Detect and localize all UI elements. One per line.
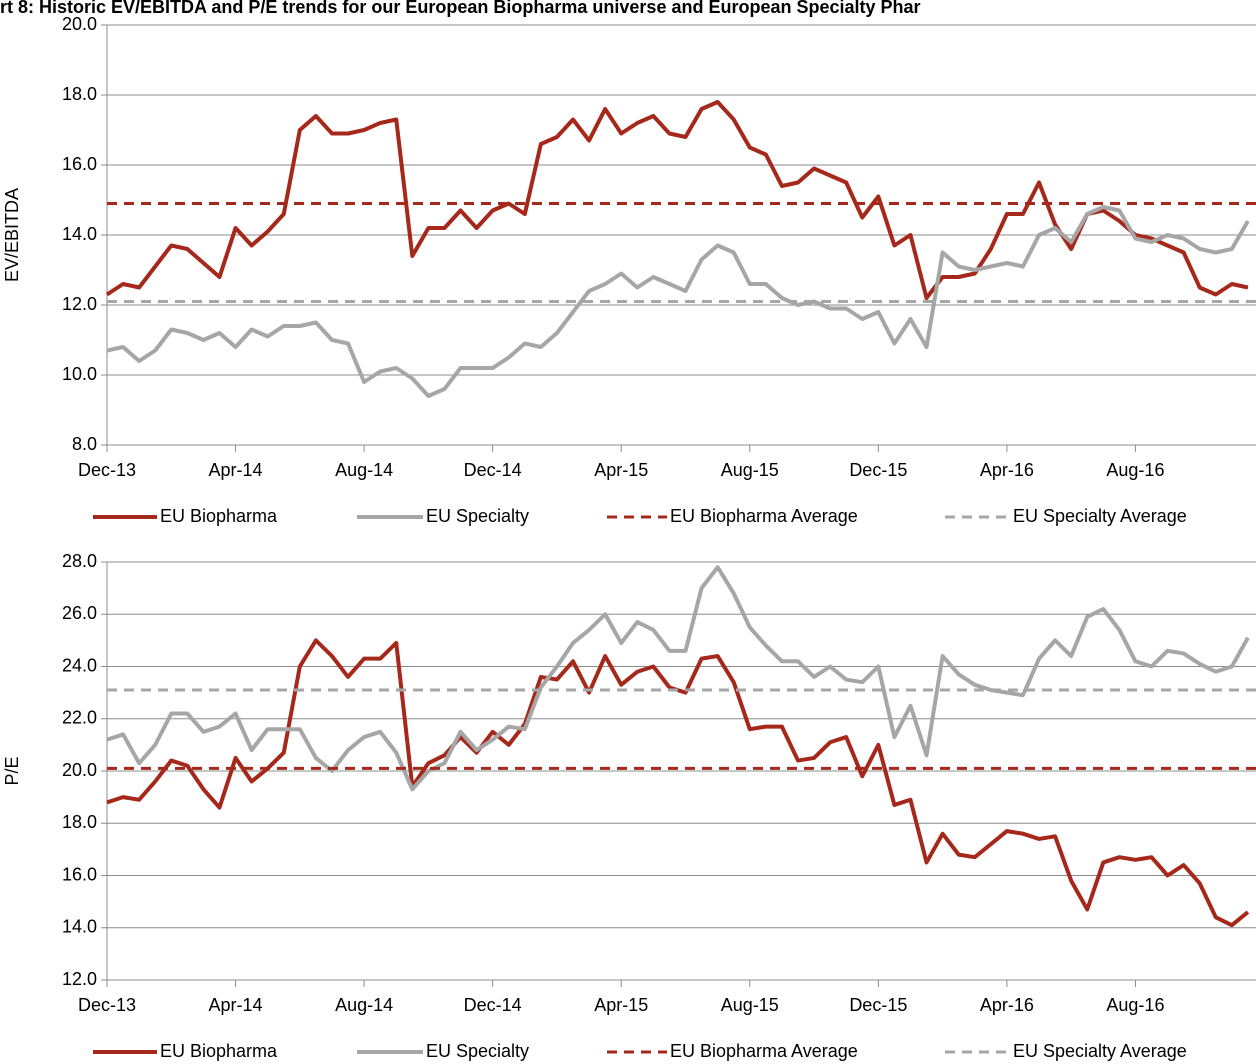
y-tick-label: 18.0	[62, 812, 97, 832]
series-line	[106, 565, 1250, 792]
y-tick-label: 16.0	[62, 154, 97, 174]
y-tick-label: 14.0	[62, 224, 97, 244]
legend-label: EU Specialty	[426, 506, 529, 526]
x-tick-label: Apr-14	[209, 460, 263, 480]
legend-label: EU Biopharma	[160, 1041, 278, 1061]
series-line	[106, 638, 1250, 928]
y-tick-label: 24.0	[62, 655, 97, 675]
x-tick-label: Aug-16	[1106, 995, 1164, 1015]
y-axis-label: EV/EBITDA	[2, 188, 22, 282]
x-tick-label: Dec-13	[78, 995, 136, 1015]
y-tick-label: 14.0	[62, 917, 97, 937]
x-tick-label: Aug-16	[1106, 460, 1164, 480]
x-tick-label: Apr-14	[209, 995, 263, 1015]
y-tick-label: 28.0	[62, 551, 97, 571]
y-tick-label: 12.0	[62, 969, 97, 989]
x-tick-label: Aug-15	[721, 460, 779, 480]
legend-label: EU Biopharma	[160, 506, 278, 526]
y-tick-label: 20.0	[62, 14, 97, 34]
x-tick-label: Apr-16	[980, 995, 1034, 1015]
x-tick-label: Dec-14	[464, 995, 522, 1015]
x-tick-label: Aug-15	[721, 995, 779, 1015]
legend-label: EU Specialty Average	[1013, 1041, 1187, 1061]
x-tick-label: Dec-14	[464, 460, 522, 480]
x-tick-label: Apr-15	[594, 460, 648, 480]
y-tick-label: 10.0	[62, 364, 97, 384]
x-tick-label: Dec-13	[78, 460, 136, 480]
y-axis-label: P/E	[2, 756, 22, 785]
series-line	[106, 205, 1250, 398]
y-tick-label: 26.0	[62, 603, 97, 623]
y-tick-label: 12.0	[62, 294, 97, 314]
x-tick-label: Dec-15	[849, 995, 907, 1015]
legend-label: EU Biopharma Average	[670, 1041, 858, 1061]
x-tick-label: Aug-14	[335, 995, 393, 1015]
legend-label: EU Specialty Average	[1013, 506, 1187, 526]
y-tick-label: 18.0	[62, 84, 97, 104]
series-line	[105, 100, 1249, 300]
y-tick-label: 22.0	[62, 708, 97, 728]
y-tick-label: 8.0	[72, 434, 97, 454]
x-tick-label: Apr-16	[980, 460, 1034, 480]
y-tick-label: 20.0	[62, 760, 97, 780]
legend-label: EU Biopharma Average	[670, 506, 858, 526]
x-tick-label: Dec-15	[849, 460, 907, 480]
y-tick-label: 16.0	[62, 864, 97, 884]
legend-label: EU Specialty	[426, 1041, 529, 1061]
chart-title: rt 8: Historic EV/EBITDA and P/E trends …	[0, 0, 921, 17]
x-tick-label: Apr-15	[594, 995, 648, 1015]
x-tick-label: Aug-14	[335, 460, 393, 480]
